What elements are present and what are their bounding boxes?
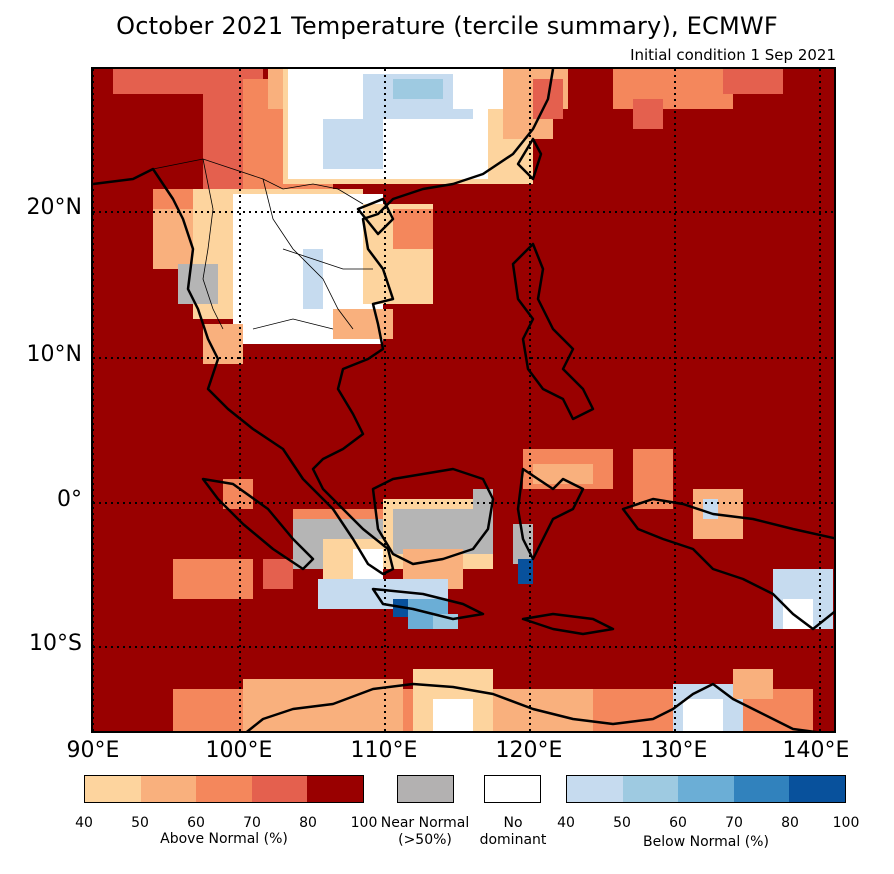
northern-land-patches [113, 69, 783, 364]
near-normal-swatch [397, 775, 454, 803]
above-normal-colorbar-segment [85, 776, 141, 802]
above-normal-tick-label: 40 [75, 815, 93, 831]
no-dominant-label-line2: dominant [479, 832, 547, 848]
above-normal-colorbar-segment [140, 776, 197, 802]
country-borders [152, 158, 373, 330]
above-normal-tick-label: 60 [187, 815, 205, 831]
below-normal-tick-label: 70 [725, 815, 743, 831]
lon-label-130e: 130°E [640, 738, 708, 763]
lat-label-10s: 10°S [29, 631, 82, 656]
below-normal-colorbar-segment [789, 776, 845, 802]
above-normal-colorbar [84, 775, 364, 803]
lat-label-0: 0° [57, 487, 82, 512]
above-normal-label: Above Normal (%) [160, 831, 288, 847]
below-normal-colorbar [566, 775, 846, 803]
above-normal-colorbar-segment [307, 776, 363, 802]
lat-label-20n: 20°N [26, 195, 82, 220]
near-normal-label: Near Normal (>50%) [370, 815, 480, 849]
below-normal-tick-label: 60 [669, 815, 687, 831]
below-normal-colorbar-segment [678, 776, 734, 802]
map-panel [91, 67, 836, 733]
near-normal-label-line2: (>50%) [398, 832, 452, 848]
below-normal-tick-label: 80 [781, 815, 799, 831]
no-dominant-label-line1: No [503, 815, 523, 831]
below-normal-colorbar-segment [567, 776, 623, 802]
graticule [93, 69, 834, 731]
no-dominant-label: No dominant [463, 815, 563, 849]
map-title: October 2021 Temperature (tercile summar… [116, 12, 778, 40]
above-normal-colorbar-segment [251, 776, 308, 802]
maritime-continent-patches [173, 449, 613, 629]
no-dominant-swatch [484, 775, 541, 803]
lat-label-10n: 10°N [26, 342, 82, 367]
lon-label-120e: 120°E [495, 738, 563, 763]
map-subtitle: Initial condition 1 Sep 2021 [630, 46, 836, 64]
below-normal-colorbar-segment [733, 776, 790, 802]
tercile-map [93, 69, 834, 731]
below-normal-tick-label: 50 [613, 815, 631, 831]
above-normal-tick-label: 100 [350, 815, 378, 831]
below-normal-tick-label: 40 [557, 815, 575, 831]
above-normal-tick-label: 70 [243, 815, 261, 831]
above-normal-tick-label: 80 [299, 815, 317, 831]
above-normal-tick-label: 50 [131, 815, 149, 831]
below-normal-colorbar-segment [622, 776, 679, 802]
lon-label-110e: 110°E [350, 738, 418, 763]
lon-label-100e: 100°E [205, 738, 273, 763]
below-normal-label: Below Normal (%) [643, 834, 769, 850]
near-normal-label-line1: Near Normal [380, 815, 470, 831]
below-normal-tick-label: 100 [832, 815, 860, 831]
above-normal-colorbar-segment [196, 776, 252, 802]
lon-label-90e: 90°E [66, 738, 120, 763]
coastlines [93, 69, 834, 731]
lon-label-140e: 140°E [782, 738, 850, 763]
